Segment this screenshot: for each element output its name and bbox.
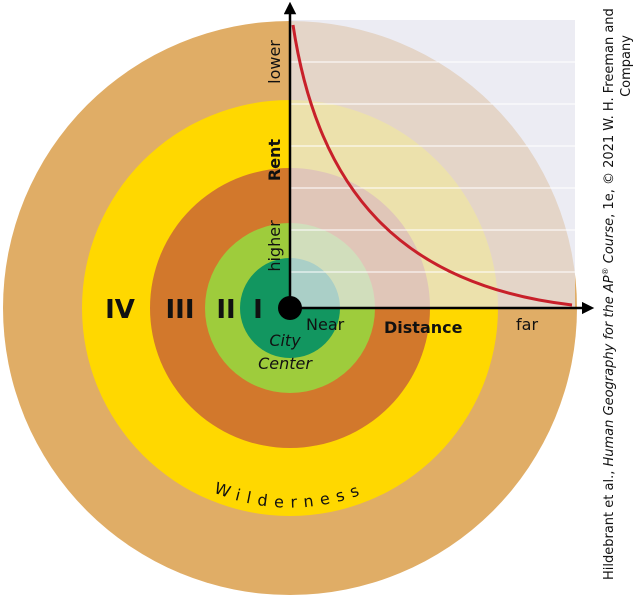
ring-label: III (165, 295, 194, 325)
center-label: Center (258, 354, 313, 373)
credit-part: Hildebrant et al., (602, 467, 617, 580)
ring-label: IV (105, 295, 135, 325)
credit-line2: Company (619, 35, 634, 97)
city-center-dot (278, 296, 302, 320)
y-axis-high: higher (265, 220, 284, 272)
y-axis-low: lower (265, 40, 284, 84)
ring-label: II (216, 295, 235, 325)
y-axis-title: Rent (265, 139, 284, 182)
credit-part: Human Geography for the AP (602, 275, 617, 466)
credit-part: Course (602, 218, 617, 268)
ring-label: I (253, 295, 263, 325)
x-axis-title: Distance (384, 318, 463, 337)
credit: Hildebrant et al., Human Geography for t… (601, 8, 617, 580)
credit-part: , 1e, © 2021 W. H. Freeman and (602, 8, 617, 218)
center-label: City (269, 331, 301, 350)
rent-curve (291, 24, 573, 307)
credit-part: ® (601, 267, 610, 275)
x-axis-near: Near (306, 315, 345, 334)
graph-overlay (290, 20, 575, 308)
x-axis-far: far (516, 315, 538, 334)
graph-gridlines (290, 61, 575, 273)
